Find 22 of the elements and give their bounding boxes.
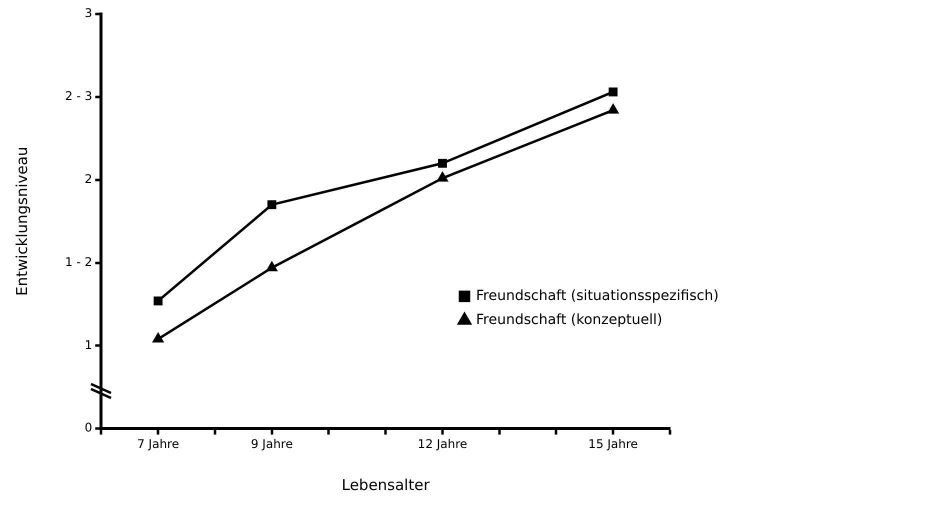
- y-tick-label: 1: [84, 338, 92, 352]
- point: [267, 200, 276, 210]
- legend-label: Freundschaft (situationsspezifisch): [476, 288, 719, 304]
- x-tick-label: 9 Jahre: [250, 436, 293, 451]
- point: [437, 172, 448, 182]
- point: [608, 88, 618, 96]
- x-tick-label: 7 Jahre: [137, 436, 180, 451]
- x-tick-label: 12 Jahre: [418, 436, 468, 451]
- y-axis-title: Entwicklungsniveau: [12, 146, 31, 296]
- point: [152, 333, 164, 343]
- y-tick-label: 2 - 3: [64, 89, 92, 104]
- point: [154, 296, 163, 306]
- point: [608, 104, 618, 114]
- x-axis-title: Lebensalter: [342, 476, 430, 494]
- x-tick-label: 15 Jahre: [588, 436, 638, 451]
- point: [266, 262, 278, 272]
- y-tick-label: 2: [84, 172, 92, 186]
- y-tick-label: 0: [84, 420, 92, 435]
- point: [438, 158, 447, 168]
- legend-label: Freundschaft (konzeptuell): [476, 312, 662, 328]
- y-tick-label: 3: [84, 6, 92, 20]
- y-tick-label: 1 - 2: [64, 254, 92, 269]
